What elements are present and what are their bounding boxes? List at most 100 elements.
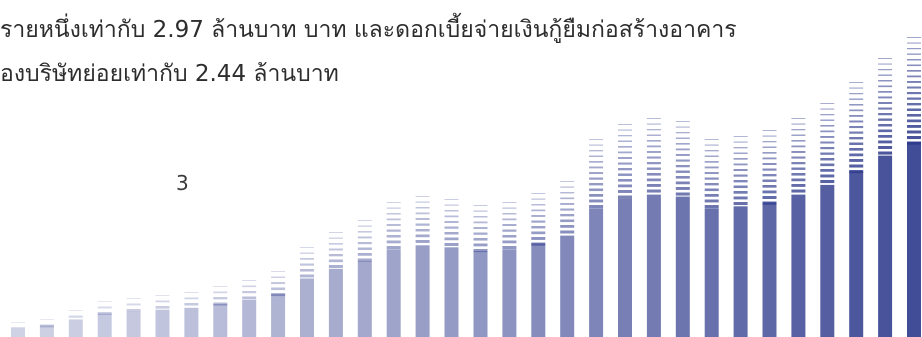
decor-stripe: [849, 115, 864, 117]
decor-stripe: [907, 97, 921, 100]
decor-stripe: [791, 145, 806, 148]
decor-stripe: [415, 207, 430, 209]
decor-stripe: [791, 162, 806, 165]
decor-bar-body: [618, 198, 632, 337]
decor-bar-body: [242, 299, 257, 337]
decor-bar-body: [415, 245, 430, 337]
decor-stripe: [473, 232, 488, 235]
page-number: 3: [176, 171, 189, 195]
decor-stripe: [878, 129, 893, 133]
decor-stripe: [849, 148, 864, 151]
decor-stripe: [704, 194, 719, 197]
decor-bar-body: [646, 194, 661, 337]
decor-bar-body: [531, 243, 546, 337]
decor-stripe: [618, 157, 632, 159]
decor-stripe: [849, 104, 864, 106]
decor-stripe: [386, 240, 401, 244]
decor-stripe: [878, 107, 893, 110]
decor-stripe: [646, 145, 661, 148]
decor-bar-body: [97, 313, 112, 337]
decor-stripe: [791, 134, 806, 136]
decor-bar: [300, 247, 314, 337]
decor-stripe: [907, 81, 921, 83]
decor-stripe: [444, 237, 459, 241]
decor-bar-body: [907, 142, 921, 337]
decor-bar: [357, 220, 372, 337]
decor-bar-body: [560, 235, 575, 337]
decor-bar: [589, 139, 604, 337]
decor-stripe: [820, 152, 835, 155]
decor-stripe: [531, 193, 546, 194]
decor-stripe: [618, 168, 632, 171]
decor-stripe: [444, 221, 459, 223]
decor-bar: [328, 232, 343, 337]
decor-bar-body: [675, 196, 690, 337]
decor-stripe: [733, 141, 748, 143]
decor-stripe: [126, 303, 141, 306]
decor-stripe: [849, 164, 864, 168]
decor-stripe: [97, 312, 112, 315]
decor-stripe: [820, 108, 835, 110]
decor-stripe: [213, 286, 228, 287]
decor-stripe: [907, 103, 921, 106]
decor-stripe: [849, 109, 864, 112]
decor-bar: [271, 271, 286, 337]
decor-stripe: [791, 167, 806, 170]
decor-stripe: [762, 179, 777, 182]
decor-stripe: [618, 179, 632, 182]
decor-stripe: [473, 205, 488, 206]
decor-stripe: [271, 287, 286, 291]
decor-bar-body: [704, 208, 719, 337]
decor-bar: [213, 286, 228, 337]
decor-stripe: [415, 229, 430, 232]
decor-stripe: [618, 140, 632, 142]
decor-stripe: [589, 177, 604, 180]
decor-stripe: [675, 165, 690, 168]
decor-stripe: [849, 93, 864, 95]
decor-stripe: [618, 135, 632, 137]
decor-stripe: [502, 229, 517, 232]
decor-bar: [907, 37, 921, 337]
decor-stripe: [675, 143, 690, 145]
decor-stripe: [444, 232, 459, 235]
decor-stripe: [560, 214, 575, 217]
decor-stripe: [300, 258, 314, 260]
decor-stripe: [791, 140, 806, 142]
decor-stripe: [242, 296, 257, 300]
decor-stripe: [618, 129, 632, 131]
decor-stripe: [733, 180, 748, 183]
decor-stripe: [733, 163, 748, 166]
decor-stripe: [242, 285, 257, 288]
decor-stripe: [502, 213, 517, 215]
decor-stripe: [762, 196, 777, 199]
decor-stripe: [213, 302, 228, 306]
decor-stripe: [560, 197, 575, 200]
decor-stripe: [762, 190, 777, 194]
decor-stripe: [68, 310, 83, 311]
decor-stripe: [733, 158, 748, 160]
decor-stripe: [184, 303, 199, 306]
decor-stripe: [878, 96, 893, 99]
decor-stripe: [762, 146, 777, 148]
decor-stripe: [328, 265, 343, 268]
decor-stripe: [502, 202, 517, 203]
decor-stripe: [907, 70, 921, 72]
decor-stripe: [68, 315, 83, 318]
decor-stripe: [589, 166, 604, 169]
decor-stripe: [502, 235, 517, 238]
decor-stripe: [300, 263, 314, 266]
decor-stripe: [907, 92, 921, 95]
decor-stripe: [878, 113, 893, 116]
decor-bar: [184, 292, 199, 337]
decor-stripe: [820, 125, 835, 127]
decor-stripe: [675, 137, 690, 139]
decor-stripe: [589, 199, 604, 203]
decor-stripe: [878, 135, 893, 138]
decor-stripe: [820, 141, 835, 144]
decor-stripe: [907, 75, 921, 78]
decor-stripe: [762, 152, 777, 154]
decor-bar: [386, 202, 401, 337]
decor-stripe: [907, 37, 921, 38]
decor-stripe: [704, 144, 719, 146]
